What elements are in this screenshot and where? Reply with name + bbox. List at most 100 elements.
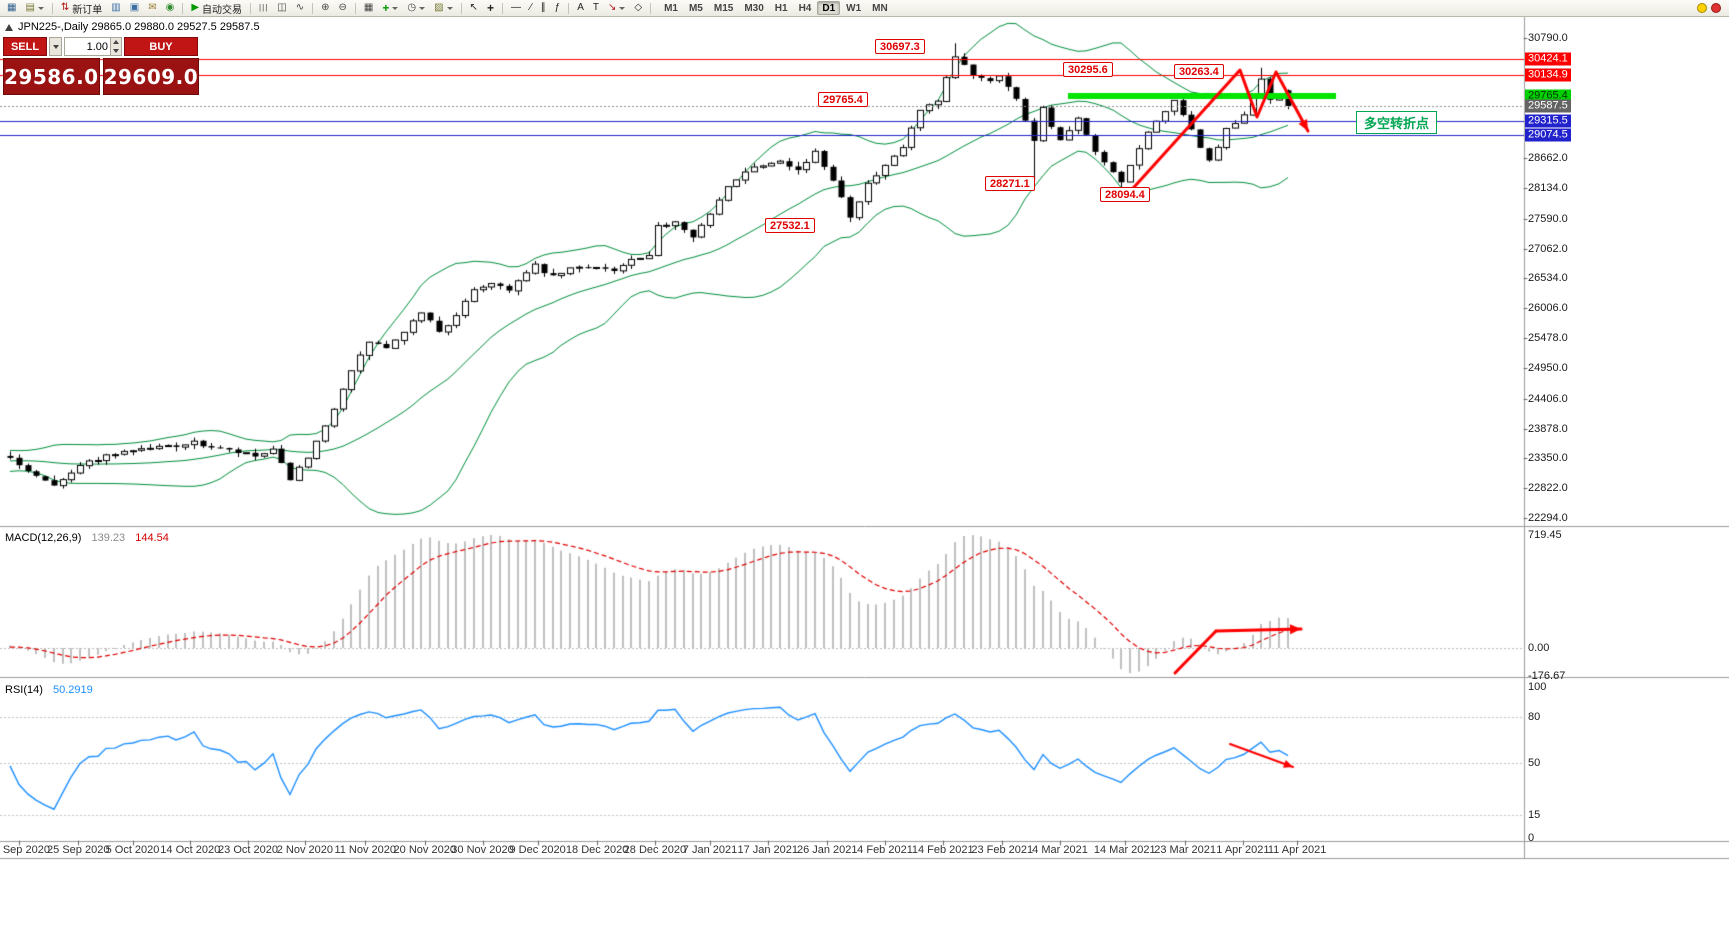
toolbar-shapes-tool-button[interactable]: ◇ bbox=[630, 1, 646, 16]
rsi-indicator-label: RSI(14) 50.2919 bbox=[5, 684, 93, 696]
date-label: 14 Feb 2021 bbox=[911, 844, 974, 856]
toolbar-arrows-tool-button[interactable]: ↘ bbox=[604, 1, 629, 16]
toolbar-chart-profiles-button[interactable]: ▤ bbox=[21, 1, 47, 16]
date-label: 5 Oct 2020 bbox=[105, 844, 160, 856]
timeframe-m30-button[interactable]: M30 bbox=[739, 1, 768, 15]
volume-control bbox=[64, 37, 122, 56]
toolbar-text-tool-button[interactable]: A bbox=[573, 1, 588, 16]
timeframe-h4-button[interactable]: H4 bbox=[794, 1, 817, 15]
timeframe-m5-button[interactable]: M5 bbox=[684, 1, 708, 15]
turning-point-annotation[interactable]: 多空转折点 bbox=[1356, 111, 1438, 134]
news-indicator-icon[interactable] bbox=[1697, 3, 1707, 13]
chevron-down-icon bbox=[113, 48, 119, 53]
buy-button[interactable]: BUY bbox=[124, 37, 198, 56]
price-callout[interactable]: 30295.6 bbox=[1063, 62, 1113, 77]
order-options-button[interactable] bbox=[49, 37, 62, 56]
price-callout[interactable]: 27532.1 bbox=[765, 218, 815, 233]
date-label: 26 Jan 2021 bbox=[796, 844, 858, 856]
timeframe-buttons: M1 M5 M15 M30 H1 H4 D1 W1 MN bbox=[659, 1, 893, 15]
price-scale-tick: 22294.0 bbox=[1528, 512, 1568, 524]
price-scale-tick: 26534.0 bbox=[1528, 272, 1568, 285]
trade-prices-row: 29586.0 29609.0 bbox=[3, 58, 200, 95]
toolbar-fibonacci-tool-button[interactable]: ƒ bbox=[551, 1, 565, 16]
date-label: 9 Dec 2020 bbox=[509, 844, 566, 856]
new-chart-icon: ▦ bbox=[7, 2, 17, 13]
toolbar-new-chart-button[interactable]: ▦ bbox=[3, 1, 20, 16]
date-label: 4 Mar 2021 bbox=[1032, 844, 1088, 856]
date-label: 25 Sep 2020 bbox=[47, 844, 110, 856]
sell-button[interactable]: SELL bbox=[3, 37, 47, 56]
volume-input[interactable] bbox=[65, 38, 110, 55]
one-click-toggle-icon[interactable] bbox=[5, 23, 13, 31]
indicators-list-icon: + bbox=[382, 1, 390, 15]
price-scale-tick: 27062.0 bbox=[1528, 242, 1568, 255]
price-scale-tick: 28134.0 bbox=[1528, 182, 1568, 195]
candles-chart-icon: ◫ bbox=[277, 2, 287, 13]
toolbar-indicators-list-button[interactable]: + bbox=[378, 1, 402, 16]
price-callout[interactable]: 30263.4 bbox=[1174, 64, 1224, 79]
toolbar-crosshair-tool-button[interactable]: + bbox=[483, 1, 498, 16]
toolbar-market-watch-button[interactable]: ▥ bbox=[107, 1, 124, 16]
toolbar-templates-button[interactable]: ▨ bbox=[430, 1, 456, 16]
macd-scale-tick: 0.00 bbox=[1528, 642, 1550, 654]
toolbar-navigator-button[interactable]: ✉ bbox=[144, 1, 160, 16]
price-scale-tick: 27590.0 bbox=[1528, 212, 1568, 225]
price-scale-tick: 24950.0 bbox=[1528, 361, 1568, 374]
price-callout[interactable]: 30697.3 bbox=[875, 39, 925, 54]
toolbar-label-tool-button[interactable]: T bbox=[589, 1, 603, 16]
chevron-down-icon bbox=[52, 44, 59, 49]
toolbar-terminal-button[interactable]: ◉ bbox=[162, 1, 179, 16]
price-callout[interactable]: 28271.1 bbox=[985, 176, 1035, 191]
dropdown-caret-icon bbox=[446, 6, 453, 10]
timeframe-mn-button[interactable]: MN bbox=[867, 1, 893, 15]
date-label: 11 Nov 2020 bbox=[334, 844, 397, 856]
tile-windows-icon: ▦ bbox=[363, 2, 374, 13]
date-label: 1 Apr 2021 bbox=[1216, 844, 1270, 856]
rsi-name: RSI(14) bbox=[5, 684, 43, 696]
rsi-scale-tick: 100 bbox=[1528, 681, 1547, 693]
toolbar-channel-tool-button[interactable]: ∥ bbox=[537, 1, 550, 16]
toolbar-bars-chart-button[interactable]: ||| bbox=[255, 1, 272, 16]
toolbar-periods-button[interactable]: ◷ bbox=[403, 1, 429, 16]
toolbar-separator bbox=[312, 2, 314, 14]
buy-price[interactable]: 29609.0 bbox=[102, 58, 200, 95]
alert-indicator-icon[interactable] bbox=[1711, 3, 1721, 13]
new-order-icon: ⇅ bbox=[60, 2, 70, 13]
timeframe-d1-button[interactable]: D1 bbox=[817, 1, 841, 15]
toolbar-data-window-button[interactable]: ▣ bbox=[126, 1, 143, 16]
toolbar-line-chart-button[interactable]: ∿ bbox=[292, 1, 308, 16]
volume-increase-button[interactable] bbox=[111, 38, 121, 47]
date-label: 2 Nov 2020 bbox=[276, 844, 334, 856]
macd-indicator-label: MACD(12,26,9) 139.23 144.54 bbox=[5, 532, 169, 544]
trade-controls-row: SELL BUY bbox=[3, 37, 198, 56]
toolbar-cursor-tool-button[interactable]: ↖ bbox=[466, 1, 482, 16]
toolbar-hline-tool-button[interactable]: — bbox=[507, 1, 525, 16]
timeframe-m1-button[interactable]: M1 bbox=[659, 1, 683, 15]
timeframe-m15-button[interactable]: M15 bbox=[709, 1, 738, 15]
volume-decrease-button[interactable] bbox=[111, 46, 121, 55]
toolbar-candles-chart-button[interactable]: ◫ bbox=[273, 1, 290, 16]
macd-scale-tick: -176.67 bbox=[1528, 669, 1566, 682]
price-callout[interactable]: 28094.4 bbox=[1100, 187, 1150, 202]
timeframe-h1-button[interactable]: H1 bbox=[770, 1, 793, 15]
toolbar-zoom-out-button[interactable]: ⊖ bbox=[335, 1, 351, 16]
zoom-in-icon: ⊕ bbox=[321, 2, 330, 13]
toolbar-autotrading-button[interactable]: ▶ 自动交易 bbox=[187, 1, 246, 16]
timeframe-w1-button[interactable]: W1 bbox=[841, 1, 866, 15]
toolbar-zoom-in-button[interactable]: ⊕ bbox=[317, 1, 333, 16]
chevron-up-icon bbox=[113, 40, 119, 45]
shapes-tool-icon: ◇ bbox=[634, 2, 643, 13]
price-line-label: 30424.1 bbox=[1525, 52, 1571, 66]
sell-price[interactable]: 29586.0 bbox=[3, 58, 100, 95]
toolbar-trendline-tool-button[interactable]: ∕ bbox=[526, 1, 536, 16]
zoom-out-icon: ⊖ bbox=[338, 2, 347, 13]
autotrading-label: 自动交易 bbox=[202, 4, 243, 16]
price-callout[interactable]: 29765.4 bbox=[818, 92, 868, 107]
price-line-label: 29587.5 bbox=[1525, 99, 1571, 113]
toolbar-tile-windows-button[interactable]: ▦ bbox=[360, 1, 377, 16]
toolbar-new-order-button[interactable]: ⇅ 新订单 bbox=[57, 1, 106, 16]
toolbar-separator bbox=[568, 2, 570, 14]
